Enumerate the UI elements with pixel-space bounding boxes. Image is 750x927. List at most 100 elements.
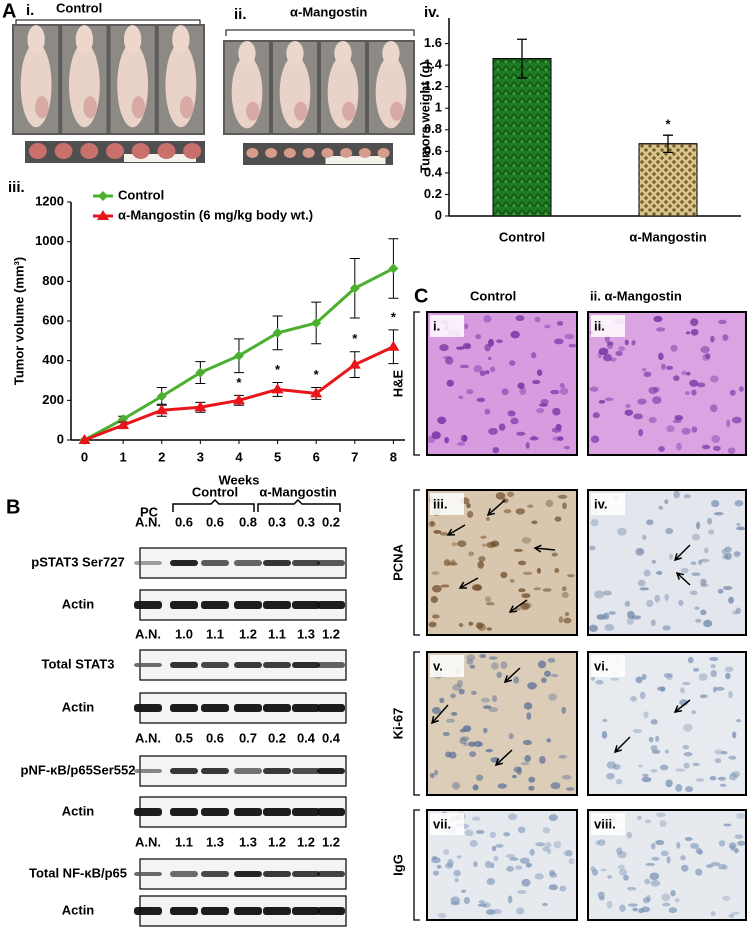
y-tick-label: 400 bbox=[42, 352, 64, 367]
nucleus bbox=[506, 491, 515, 498]
nucleus bbox=[491, 662, 499, 670]
arrow bbox=[495, 749, 513, 766]
nucleus bbox=[734, 848, 739, 854]
y-tick-label: 0.6 bbox=[424, 143, 442, 158]
nucleus bbox=[648, 736, 654, 743]
marker bbox=[348, 358, 361, 369]
nucleus bbox=[539, 403, 548, 407]
nucleus bbox=[646, 894, 651, 903]
quantification: 1.2 bbox=[297, 834, 315, 849]
nucleus bbox=[563, 445, 570, 450]
nucleus bbox=[450, 896, 460, 905]
x-tick-label: 8 bbox=[390, 449, 397, 464]
marker bbox=[195, 367, 206, 378]
nucleus bbox=[437, 416, 447, 425]
panel-label: B bbox=[6, 496, 20, 518]
panel-label: v. bbox=[433, 658, 443, 673]
nucleus bbox=[439, 532, 448, 536]
nucleus bbox=[643, 371, 652, 378]
nucleus bbox=[732, 610, 738, 615]
nucleus bbox=[619, 904, 626, 912]
nucleus bbox=[535, 842, 546, 847]
nucleus bbox=[637, 815, 642, 820]
nucleus bbox=[723, 823, 732, 827]
nucleus bbox=[530, 352, 537, 359]
nucleus bbox=[648, 386, 658, 395]
nucleus bbox=[710, 911, 716, 917]
nucleus bbox=[635, 547, 645, 556]
nucleus bbox=[431, 857, 441, 864]
y-tick-label: 1.4 bbox=[424, 57, 443, 72]
y-axis-label: Tumors weight (g) bbox=[417, 61, 432, 173]
nucleus bbox=[632, 907, 639, 912]
nucleus bbox=[519, 387, 527, 396]
blot-label: Actin bbox=[62, 699, 95, 714]
label-bg bbox=[591, 493, 625, 515]
nucleus bbox=[507, 895, 513, 904]
nucleus bbox=[631, 340, 636, 346]
excised-tumor bbox=[302, 148, 315, 158]
nucleus bbox=[735, 719, 742, 723]
nucleus bbox=[556, 321, 564, 326]
nucleus bbox=[484, 408, 491, 415]
nucleus bbox=[641, 776, 652, 783]
nucleus bbox=[690, 318, 699, 327]
nucleus bbox=[469, 840, 478, 847]
nucleus bbox=[458, 395, 464, 400]
nucleus bbox=[501, 388, 509, 396]
nucleus bbox=[681, 370, 688, 376]
y-tick-label: 0 bbox=[57, 431, 64, 446]
nucleus bbox=[509, 579, 515, 583]
nucleus bbox=[617, 527, 627, 536]
nucleus bbox=[632, 728, 643, 734]
blot-label: pSTAT3 Ser727 bbox=[31, 554, 124, 569]
nucleus bbox=[710, 335, 715, 343]
nucleus bbox=[450, 559, 456, 565]
nucleus bbox=[691, 572, 701, 577]
nucleus bbox=[728, 913, 735, 918]
nucleus bbox=[624, 339, 629, 346]
blot-band bbox=[170, 662, 198, 668]
blot-band bbox=[292, 560, 320, 566]
x-axis-label: Weeks bbox=[218, 472, 259, 487]
nucleus bbox=[644, 819, 652, 824]
nucleus bbox=[658, 446, 665, 452]
nucleus bbox=[673, 490, 680, 499]
marker bbox=[388, 263, 399, 274]
nucleus bbox=[489, 831, 497, 839]
nucleus bbox=[485, 748, 493, 753]
nucleus bbox=[607, 875, 612, 879]
blot-band bbox=[263, 871, 291, 877]
nucleus bbox=[430, 520, 435, 527]
nucleus bbox=[664, 749, 669, 754]
nucleus bbox=[482, 727, 488, 734]
nucleus bbox=[550, 782, 561, 790]
nucleus bbox=[462, 725, 472, 733]
nucleus bbox=[429, 773, 435, 779]
nucleus bbox=[695, 618, 702, 623]
marker bbox=[310, 387, 323, 398]
subpanel-label: iii. bbox=[8, 179, 25, 196]
nucleus bbox=[486, 627, 493, 631]
micrograph-frame bbox=[426, 809, 578, 921]
nucleus bbox=[540, 398, 549, 405]
nucleus bbox=[470, 690, 477, 695]
nucleus bbox=[565, 849, 574, 857]
nucleus bbox=[668, 553, 674, 560]
mouse-head bbox=[382, 40, 400, 66]
nucleus bbox=[666, 425, 675, 433]
quantification: 0.3 bbox=[268, 514, 286, 529]
y-tick-label: 1200 bbox=[35, 193, 64, 208]
nucleus bbox=[526, 712, 532, 720]
nucleus bbox=[515, 315, 525, 322]
nucleus bbox=[529, 436, 539, 441]
blot-label: Actin bbox=[62, 803, 95, 818]
nucleus bbox=[734, 834, 744, 839]
nucleus bbox=[717, 776, 726, 781]
nucleus bbox=[524, 755, 531, 763]
nucleus bbox=[644, 878, 651, 885]
nucleus bbox=[654, 594, 661, 603]
quantification: 0.7 bbox=[239, 730, 257, 745]
mouse-head bbox=[75, 25, 94, 54]
